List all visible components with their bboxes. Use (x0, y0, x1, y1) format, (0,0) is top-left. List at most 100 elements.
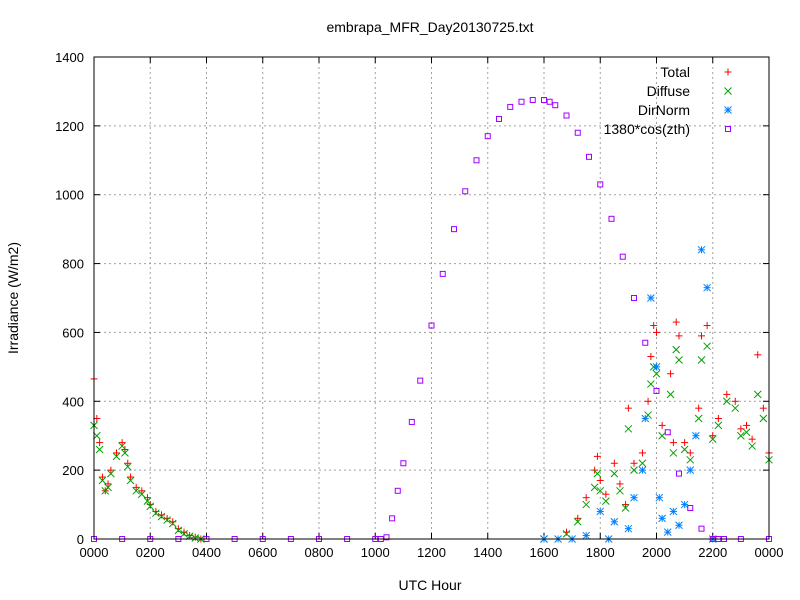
data-point (180, 528, 188, 536)
data-point (650, 322, 658, 330)
data-point (647, 353, 655, 361)
grid (94, 57, 769, 539)
data-point (666, 390, 675, 399)
data-point (703, 342, 711, 351)
data-point (698, 332, 705, 340)
data-point (163, 516, 171, 524)
data-point (695, 404, 703, 412)
series-2 (540, 245, 717, 543)
data-point (602, 497, 610, 505)
data-point (619, 253, 626, 260)
data-point (593, 469, 602, 478)
data-point (157, 512, 166, 521)
data-point (647, 380, 655, 388)
data-point (759, 404, 767, 412)
data-point (107, 466, 115, 474)
data-point (638, 459, 647, 468)
data-point (754, 351, 762, 359)
data-point (138, 487, 146, 495)
data-point (596, 476, 604, 484)
data-point (748, 435, 756, 443)
data-point (563, 112, 570, 119)
data-point (642, 339, 649, 346)
data-point (672, 345, 681, 354)
data-point (658, 514, 666, 523)
x-tick-label: 1200 (417, 545, 446, 560)
data-point (630, 459, 638, 467)
data-point (132, 486, 141, 495)
data-point (593, 452, 601, 460)
x-tick-label: 1800 (586, 545, 615, 560)
axis-ticks: 0000 0200 0400 0600 0800 1000 1200 1400 1600 1800… (55, 50, 783, 560)
data-point (616, 480, 624, 488)
data-point (638, 449, 646, 457)
x-tick-label: 1000 (361, 545, 390, 560)
data-point (98, 476, 107, 485)
data-point (652, 363, 661, 371)
data-point (146, 502, 155, 511)
data-point (664, 429, 671, 436)
data-point (624, 404, 632, 412)
x-tick-label: 1400 (473, 545, 502, 560)
data-point (644, 397, 652, 405)
data-point (638, 466, 647, 474)
data-point (428, 322, 435, 329)
data-point (582, 531, 591, 540)
data-point (652, 369, 661, 378)
data-point (546, 98, 553, 105)
data-point (653, 328, 660, 336)
x-tick-label: 2200 (698, 545, 727, 560)
y-tick-label: 200 (62, 463, 84, 478)
legend-label: Diffuse (647, 83, 691, 99)
data-point (669, 439, 677, 447)
data-point (439, 270, 446, 277)
x-tick-label: 0800 (305, 545, 334, 560)
data-point (653, 387, 660, 394)
data-point (169, 518, 177, 526)
data-point (692, 431, 700, 440)
data-point (507, 103, 514, 110)
data-point (496, 115, 502, 122)
data-point (610, 459, 618, 467)
data-point (541, 97, 547, 104)
y-tick-label: 800 (62, 257, 84, 272)
data-point (697, 356, 706, 364)
data-point (124, 459, 132, 467)
data-point (574, 129, 581, 136)
data-point (658, 421, 666, 429)
data-point (400, 460, 407, 467)
data-point (389, 515, 396, 522)
data-point (394, 487, 401, 494)
y-axis-label: Irradiance (W/m2) (5, 242, 21, 354)
legend-marker (724, 106, 732, 114)
data-point (127, 473, 135, 481)
data-point (573, 517, 582, 526)
data-point (624, 524, 633, 533)
data-point (552, 102, 559, 109)
data-point (687, 505, 694, 512)
data-point (610, 517, 619, 526)
data-point (708, 435, 717, 444)
data-point (723, 390, 731, 398)
data-point (462, 188, 469, 195)
data-point (722, 397, 731, 406)
data-point (168, 519, 177, 528)
data-point (686, 455, 695, 464)
legend-marker (724, 87, 732, 95)
data-point (667, 370, 675, 378)
data-point (582, 500, 591, 509)
series-3 (91, 97, 772, 542)
y-tick-label: 1400 (55, 50, 84, 65)
data-point (731, 397, 739, 405)
data-point (417, 377, 424, 384)
data-point (658, 431, 666, 440)
data-point (610, 469, 619, 478)
data-point (484, 133, 491, 140)
data-point (676, 470, 682, 477)
data-point (590, 483, 599, 492)
data-point (630, 493, 638, 502)
data-point (675, 521, 683, 530)
data-point (529, 97, 536, 104)
data-points (90, 97, 773, 543)
